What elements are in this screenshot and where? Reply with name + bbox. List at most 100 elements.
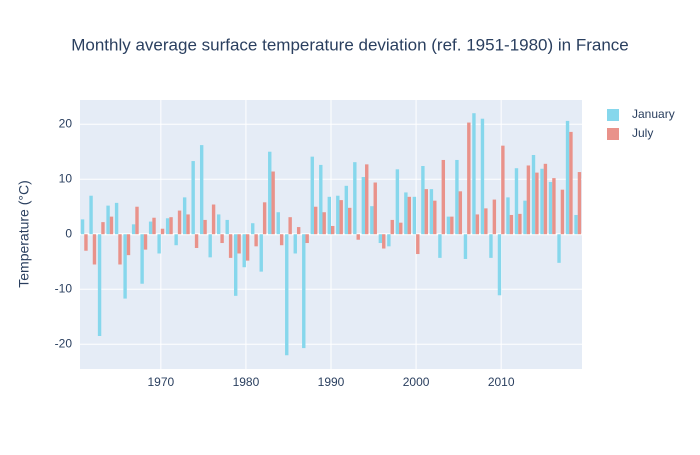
bar: [429, 189, 434, 235]
bar: [361, 177, 366, 235]
bar: [560, 189, 565, 235]
bar: [552, 178, 556, 235]
bar: [450, 216, 454, 235]
bar: [441, 159, 446, 235]
bar: [296, 227, 301, 235]
bar: [97, 234, 102, 336]
bar: [526, 165, 531, 235]
bar: [92, 234, 97, 265]
bar: [565, 120, 570, 235]
bar: [540, 168, 544, 235]
bar: [455, 159, 459, 235]
bar: [353, 162, 357, 235]
bar: [310, 156, 314, 235]
legend-swatch: [607, 128, 619, 140]
bar: [467, 122, 471, 235]
bar: [305, 234, 309, 244]
bar: [101, 222, 105, 235]
x-tick-label: 1990: [318, 375, 345, 389]
bar: [251, 223, 255, 235]
bar: [382, 234, 386, 249]
bar: [80, 219, 85, 235]
bar: [370, 206, 374, 235]
bar: [344, 185, 349, 235]
bar: [548, 181, 553, 235]
bar: [89, 195, 93, 235]
bar: [285, 234, 289, 356]
bar: [395, 169, 400, 235]
x-tick-label: 2000: [403, 375, 430, 389]
bar: [225, 219, 229, 235]
bar: [319, 164, 323, 235]
bar: [365, 164, 369, 235]
bar: [106, 205, 110, 235]
bar: [228, 234, 233, 258]
bar: [489, 234, 493, 258]
bar: [237, 234, 241, 254]
bar: [114, 202, 119, 235]
bar: [160, 228, 165, 235]
bar: [535, 172, 539, 235]
bar: [194, 234, 199, 248]
bar: [199, 145, 204, 235]
bar: [463, 234, 468, 259]
bar: [302, 234, 306, 349]
bar: [143, 234, 148, 250]
bar: [169, 217, 173, 235]
bar: [543, 163, 548, 235]
y-tick-label: 10: [59, 171, 73, 185]
bar: [339, 200, 343, 235]
bar: [497, 234, 502, 296]
bar: [390, 219, 394, 235]
bar: [492, 199, 497, 235]
bar: [336, 195, 340, 235]
bar: [404, 192, 408, 235]
bar: [577, 172, 582, 235]
bar: [279, 234, 284, 246]
bar: [472, 113, 476, 235]
bar: [313, 206, 318, 235]
bar: [387, 234, 391, 247]
bar: [433, 200, 437, 235]
bar: [220, 234, 224, 244]
bar: [177, 210, 182, 235]
bar: [446, 216, 451, 235]
bar: [322, 212, 326, 235]
bar: [262, 202, 267, 235]
x-tick-label: 2010: [488, 375, 515, 389]
bar: [438, 234, 442, 258]
legend-label: July: [632, 126, 653, 140]
bar: [293, 234, 297, 254]
bar: [458, 191, 463, 235]
bar: [259, 234, 263, 272]
bar: [288, 217, 292, 235]
bar: [268, 151, 272, 235]
bar: [157, 234, 161, 254]
bar: [165, 218, 170, 235]
bar: [211, 204, 216, 235]
bar: [514, 168, 519, 235]
bar: [182, 197, 187, 235]
bar: [523, 200, 527, 235]
bar: [412, 196, 417, 235]
bar: [254, 234, 258, 247]
bar: [399, 222, 403, 235]
bar: [131, 224, 136, 235]
bar: [242, 234, 246, 268]
bar: [148, 221, 153, 235]
bar: [424, 189, 428, 235]
bar: [509, 214, 514, 235]
y-tick-label: 20: [59, 116, 73, 130]
bar: [216, 214, 221, 235]
bar: [480, 118, 485, 235]
bar: [84, 234, 88, 251]
bar: [356, 234, 360, 240]
bar: [208, 234, 212, 258]
bar: [557, 234, 561, 263]
bar: [421, 166, 425, 235]
bar: [140, 234, 144, 284]
bar: [203, 219, 207, 235]
y-tick-label: -10: [55, 281, 73, 295]
legend-label: January: [632, 107, 675, 121]
